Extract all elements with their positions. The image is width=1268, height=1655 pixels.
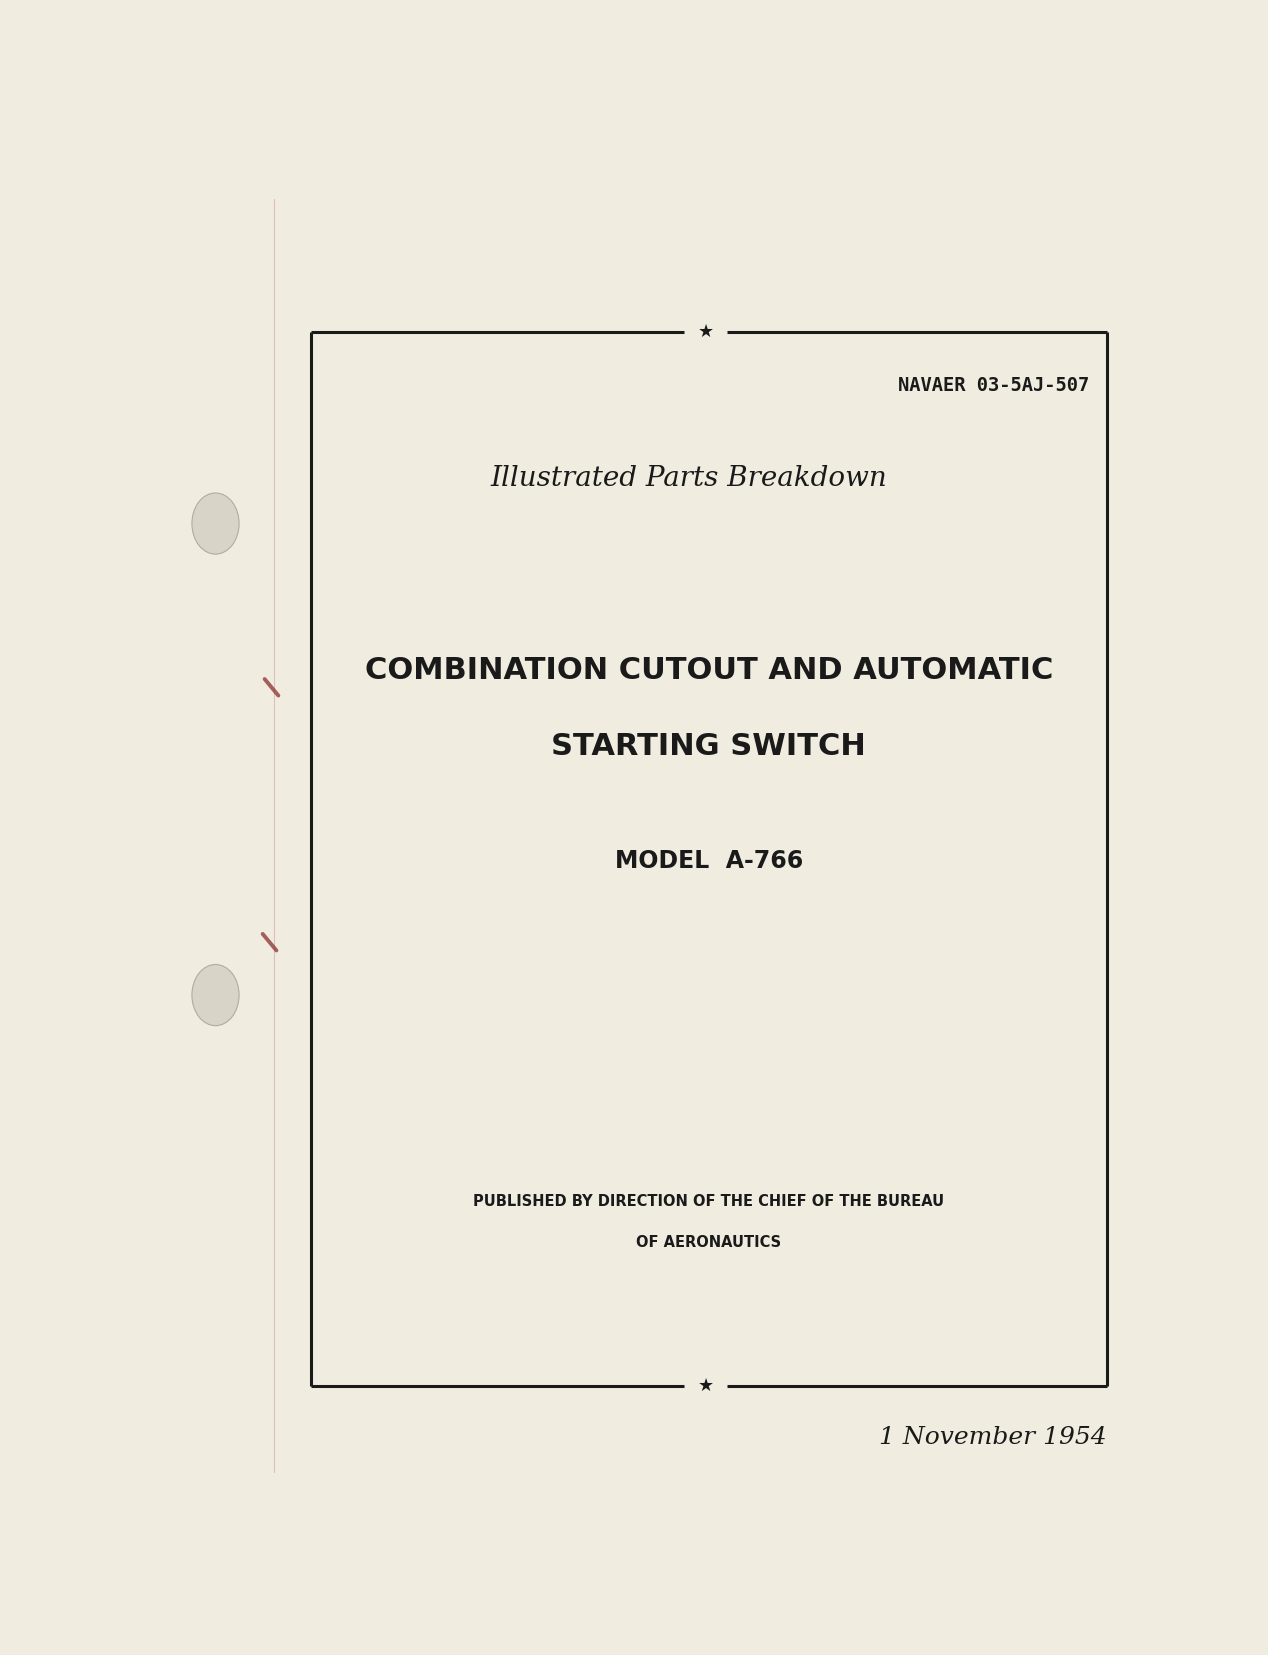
Text: STARTING SWITCH: STARTING SWITCH — [552, 732, 866, 761]
Text: ★: ★ — [697, 1377, 714, 1395]
Text: COMBINATION CUTOUT AND AUTOMATIC: COMBINATION CUTOUT AND AUTOMATIC — [365, 655, 1052, 685]
Text: 1 November 1954: 1 November 1954 — [879, 1425, 1107, 1448]
Text: NAVAER 03-5AJ-507: NAVAER 03-5AJ-507 — [898, 376, 1089, 396]
Text: ★: ★ — [697, 323, 714, 341]
Circle shape — [191, 493, 240, 554]
Circle shape — [191, 965, 240, 1026]
Text: OF AERONAUTICS: OF AERONAUTICS — [637, 1235, 781, 1250]
Text: PUBLISHED BY DIRECTION OF THE CHIEF OF THE BUREAU: PUBLISHED BY DIRECTION OF THE CHIEF OF T… — [473, 1193, 945, 1210]
Text: MODEL  A-766: MODEL A-766 — [615, 849, 803, 874]
Text: Illustrated Parts Breakdown: Illustrated Parts Breakdown — [491, 465, 888, 493]
